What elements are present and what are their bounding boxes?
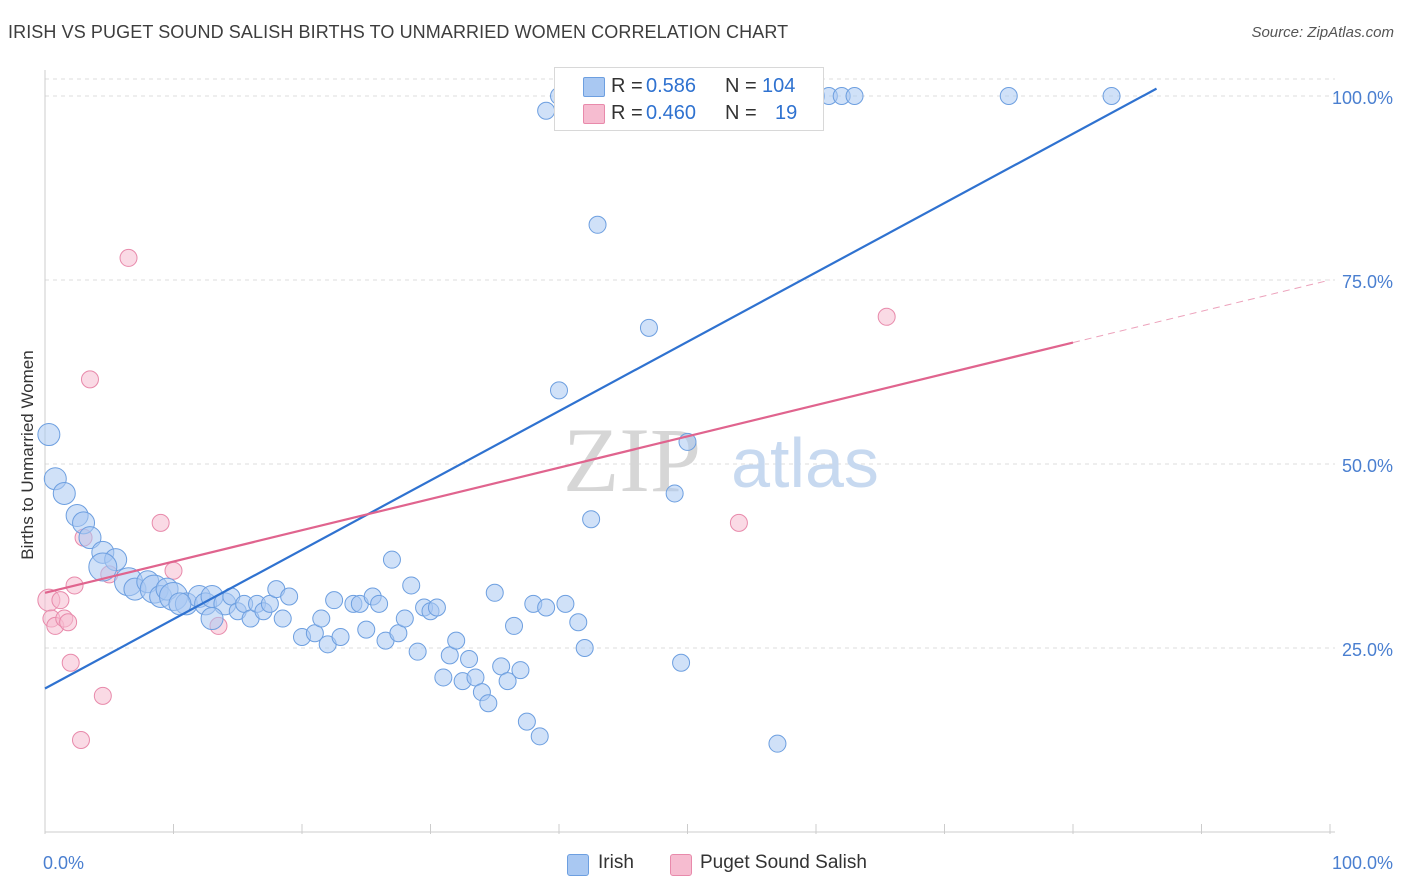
irish-point <box>88 552 118 582</box>
irish-point <box>537 598 556 617</box>
irish-point <box>511 661 530 680</box>
irish-point <box>485 583 504 602</box>
irish-n-label: N = <box>725 75 757 97</box>
irish-point <box>479 694 498 713</box>
irish-point <box>530 727 549 746</box>
y-tick-label: 75.0% <box>1342 272 1393 292</box>
watermark-atlas: atlas <box>731 424 879 502</box>
irish-point <box>427 598 446 617</box>
irish-r-value: 0.586 <box>646 75 697 97</box>
legend-row-irish: R = 0.586 N = 104 <box>555 73 823 101</box>
y-tick-label: 100.0% <box>1332 88 1393 108</box>
irish-point <box>999 87 1018 105</box>
x-tick-label: 0.0% <box>43 853 84 873</box>
y-tick-label: 50.0% <box>1342 456 1393 476</box>
salish-point <box>729 513 748 532</box>
salish-point <box>164 561 183 580</box>
gridlines <box>45 78 1335 649</box>
salish-point <box>61 653 80 672</box>
irish-point <box>280 587 299 606</box>
watermark: ZIP atlas <box>563 409 879 511</box>
irish-point <box>639 318 658 337</box>
salish-points <box>37 248 896 749</box>
irish-point <box>52 481 76 505</box>
irish-point <box>395 609 414 628</box>
salish-swatch <box>583 104 605 124</box>
irish-point <box>672 653 691 672</box>
irish-point <box>768 734 787 753</box>
irish-point <box>498 672 517 691</box>
irish-point <box>537 101 556 120</box>
salish-n-value: 19 <box>775 102 798 124</box>
bottom-legend-irish-swatch <box>567 854 589 876</box>
salish-trendline <box>44 341 1074 594</box>
salish-n-label: N = <box>725 102 757 124</box>
irish-trendline <box>44 87 1158 690</box>
irish-swatch <box>583 77 605 97</box>
irish-point <box>588 215 607 234</box>
y-tick-label: 25.0% <box>1342 640 1393 660</box>
irish-point <box>447 631 466 650</box>
irish-point <box>331 627 350 646</box>
x-tick-label: 100.0% <box>1332 853 1393 873</box>
bottom-legend-salish: Puget Sound Salish <box>700 852 867 873</box>
salish-point <box>51 591 70 610</box>
irish-point <box>408 642 427 661</box>
salish-r-value: 0.460 <box>646 102 697 124</box>
source-label: Source: ZipAtlas.com <box>1251 24 1394 41</box>
irish-point <box>550 381 568 400</box>
salish-trendline-extension <box>1072 279 1331 344</box>
bottom-legend-salish-swatch <box>670 854 692 876</box>
irish-point <box>273 609 292 628</box>
salish-point <box>93 686 112 705</box>
axes <box>44 70 1335 834</box>
trendlines <box>44 87 1331 690</box>
irish-point <box>845 87 864 105</box>
irish-point <box>575 639 594 657</box>
irish-point <box>402 576 421 595</box>
salish-point <box>151 513 170 532</box>
irish-point <box>312 609 331 628</box>
irish-point <box>78 526 102 550</box>
irish-point <box>382 550 401 569</box>
irish-r-label: R = <box>611 75 643 97</box>
salish-r-label: R = <box>611 102 643 124</box>
y-tick-labels: 25.0% 50.0% 75.0% 100.0% <box>1332 88 1393 660</box>
irish-point <box>556 594 575 613</box>
salish-point <box>119 248 138 267</box>
salish-point <box>80 370 99 389</box>
irish-point <box>1102 87 1121 105</box>
bottom-legend-irish: Irish <box>598 852 634 873</box>
chart-title: IRISH VS PUGET SOUND SALISH BIRTHS TO UN… <box>8 22 789 42</box>
irish-point <box>325 591 344 610</box>
irish-point <box>665 484 684 503</box>
irish-point <box>357 620 376 639</box>
irish-points <box>37 87 1121 753</box>
irish-point <box>517 712 536 731</box>
irish-n-value: 104 <box>762 75 796 97</box>
irish-point <box>370 594 389 613</box>
salish-point <box>877 307 896 326</box>
y-axis-label: Births to Unmarried Women <box>18 350 37 560</box>
irish-point <box>200 607 224 631</box>
irish-point <box>505 616 524 635</box>
salish-point <box>59 613 78 632</box>
irish-point <box>460 650 479 669</box>
irish-point <box>569 613 588 632</box>
irish-point <box>434 668 453 687</box>
irish-point <box>582 510 601 529</box>
legend-row-salish: R = 0.460 N = 19 <box>555 100 823 128</box>
salish-point <box>71 731 90 749</box>
irish-point <box>37 423 61 447</box>
x-tick-labels: 0.0% 100.0% <box>43 853 1393 873</box>
